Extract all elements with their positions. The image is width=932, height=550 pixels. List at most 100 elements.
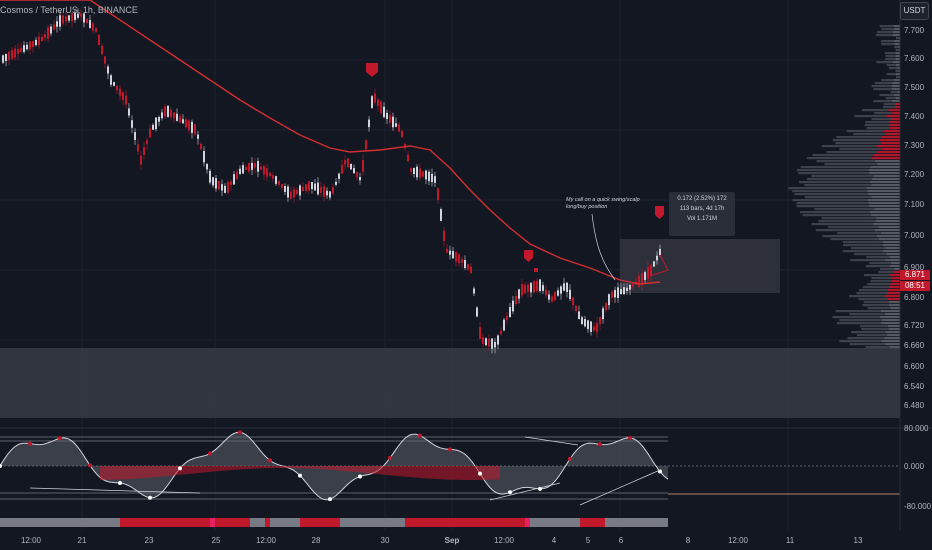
measure-tooltip: 0.172 (2.52%) 172 113 bars, 4d 17h Vol 1…: [669, 192, 735, 236]
volume-profile: [788, 25, 900, 349]
time-tick-label: 13: [854, 536, 863, 545]
volume-bar: [798, 172, 870, 175]
time-tick-label: 28: [312, 536, 321, 545]
volume-bar: [890, 91, 898, 94]
volume-bar: [897, 91, 900, 94]
volume-bar: [895, 49, 899, 52]
volume-bar: [884, 313, 900, 316]
oscillator-dot: [358, 474, 362, 479]
volume-bar: [898, 49, 900, 52]
volume-bar: [794, 193, 869, 196]
volume-bar: [873, 223, 900, 226]
volume-bar: [888, 328, 900, 331]
volume-bar: [792, 190, 868, 193]
oscillator-wave: [0, 430, 669, 502]
volume-bar: [879, 316, 900, 319]
volume-bar: [871, 196, 900, 199]
price-tick-label: 6.900: [904, 263, 925, 272]
volume-bar: [812, 154, 874, 157]
oscillator-dot: [568, 456, 572, 461]
price-tick-label: 7.300: [904, 141, 925, 150]
volume-bar: [886, 73, 896, 76]
oscillator-dot: [148, 495, 152, 500]
volume-bar: [816, 160, 875, 163]
oscillator-dot: [88, 463, 92, 468]
volume-bar: [885, 58, 896, 61]
volume-bar: [870, 214, 900, 217]
volume-bar: [836, 136, 881, 139]
volume-bar: [815, 229, 875, 232]
currency-button[interactable]: USDT: [900, 2, 929, 20]
volume-bar: [880, 310, 900, 313]
volume-bar: [883, 130, 900, 133]
measure-change: 0.172 (2.52%) 172: [677, 196, 727, 202]
volume-bar: [798, 181, 870, 184]
oscillator-tick-label: 80.000: [904, 424, 929, 433]
time-axis[interactable]: 12:00 21 23 25 12:00 28 30 Sep 12:00 4 5 6 8 12:00 11 1…: [21, 536, 863, 545]
volume-bar: [888, 109, 900, 112]
volume-bar: [879, 25, 894, 28]
symbol-title[interactable]: Cosmos / TetherUS, 1h, BINANCE: [0, 5, 138, 15]
volume-bar: [877, 151, 900, 154]
volume-bar: [894, 46, 899, 49]
volume-bar: [889, 256, 900, 259]
oscillator-dot: [28, 441, 32, 446]
price-axis[interactable]: 7.700 7.600 7.500 7.400 7.300 7.200 7.100 7.000…: [904, 26, 925, 410]
price-tick-label: 6.480: [904, 401, 925, 410]
volume-bar: [866, 256, 890, 259]
bar-countdown-label: 08:51: [900, 281, 930, 291]
volume-bar: [885, 97, 896, 100]
volume-bar: [892, 82, 900, 85]
volume-bar: [796, 169, 869, 172]
price-tick-label: 7.600: [904, 54, 925, 63]
annotation-arrow: [591, 213, 616, 281]
volume-bar: [876, 61, 893, 64]
measure-line: [649, 254, 669, 277]
volume-bar: [839, 319, 882, 322]
volume-bar: [882, 106, 895, 109]
volume-bar: [826, 151, 878, 154]
volume-bar: [871, 277, 892, 280]
volume-bar: [862, 304, 889, 307]
oscillator-dot: [238, 430, 242, 435]
volume-bar: [896, 37, 899, 40]
volume-bar: [824, 163, 878, 166]
volume-bar: [881, 232, 900, 235]
support-zone[interactable]: [0, 348, 900, 418]
volume-bar: [888, 286, 900, 289]
volume-bar: [849, 313, 885, 316]
volume-bar: [802, 214, 871, 217]
signal-segment: [210, 518, 215, 527]
volume-bar: [821, 217, 877, 220]
volume-bar: [891, 85, 900, 88]
volume-bar: [868, 205, 900, 208]
volume-bar: [839, 148, 882, 151]
signal-segment: [530, 518, 580, 527]
volume-bar: [889, 124, 900, 127]
volume-bar: [879, 238, 900, 241]
volume-bar: [895, 73, 900, 76]
volume-bar: [876, 145, 900, 148]
volume-bar: [861, 328, 889, 331]
volume-bar: [894, 268, 900, 271]
volume-bar: [867, 307, 891, 310]
target-zone[interactable]: [620, 239, 780, 293]
measure-volume: Vol 1.171M: [686, 216, 718, 222]
volume-bar: [856, 292, 887, 295]
volume-bar: [882, 250, 900, 253]
sell-marker: [534, 268, 538, 272]
oscillator-dot: [508, 490, 512, 495]
volume-bar: [885, 259, 900, 262]
volume-bar: [891, 88, 900, 91]
current-price-label: 6.871: [900, 270, 930, 280]
volume-bar: [876, 235, 900, 238]
chart-annotation[interactable]: My call on a quick swing/scalp long/buy …: [566, 197, 640, 210]
sell-marker: [366, 63, 378, 77]
volume-bar: [885, 331, 900, 334]
volume-bar: [870, 166, 900, 169]
volume-bar: [898, 37, 900, 40]
volume-bar: [835, 310, 881, 313]
volume-bar: [894, 40, 900, 43]
volume-bar: [892, 34, 900, 37]
